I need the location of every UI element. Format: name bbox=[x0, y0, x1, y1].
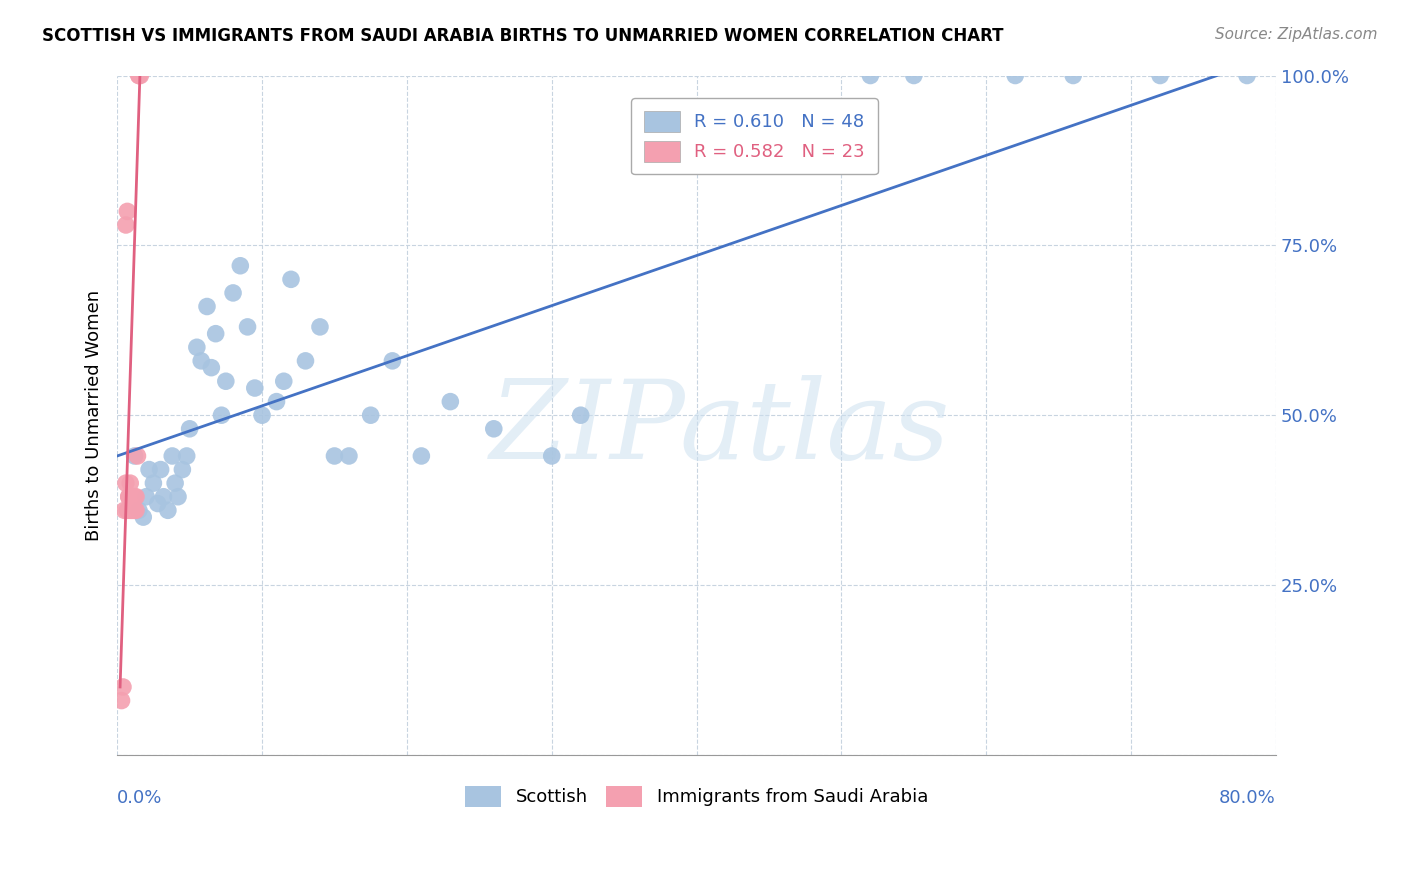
Text: 0.0%: 0.0% bbox=[117, 789, 163, 807]
Point bbox=[146, 496, 169, 510]
Point bbox=[127, 449, 149, 463]
Point bbox=[179, 422, 201, 436]
Point bbox=[124, 490, 146, 504]
Point bbox=[167, 490, 190, 504]
Point bbox=[124, 449, 146, 463]
Point bbox=[128, 69, 150, 83]
Point bbox=[110, 693, 132, 707]
Point bbox=[121, 503, 143, 517]
Point bbox=[280, 272, 302, 286]
Point bbox=[120, 476, 142, 491]
Point bbox=[142, 476, 165, 491]
Point bbox=[229, 259, 252, 273]
Point bbox=[122, 490, 145, 504]
Point bbox=[125, 490, 148, 504]
Point bbox=[125, 503, 148, 517]
Point bbox=[195, 300, 218, 314]
Point bbox=[309, 319, 332, 334]
Point bbox=[186, 340, 208, 354]
Point bbox=[135, 490, 157, 504]
Point bbox=[222, 285, 245, 300]
Point bbox=[1062, 69, 1084, 83]
Point bbox=[250, 408, 273, 422]
Point bbox=[129, 69, 152, 83]
Point bbox=[128, 503, 150, 517]
Point bbox=[165, 476, 187, 491]
Point bbox=[540, 449, 562, 463]
Y-axis label: Births to Unmarried Women: Births to Unmarried Women bbox=[86, 290, 103, 541]
Point bbox=[266, 394, 288, 409]
Point bbox=[294, 354, 316, 368]
Text: 80.0%: 80.0% bbox=[1219, 789, 1277, 807]
Point bbox=[124, 503, 146, 517]
Point bbox=[132, 510, 155, 524]
Point bbox=[176, 449, 198, 463]
Point bbox=[236, 319, 259, 334]
Point bbox=[859, 69, 882, 83]
Point bbox=[381, 354, 404, 368]
Legend: Scottish, Immigrants from Saudi Arabia: Scottish, Immigrants from Saudi Arabia bbox=[458, 779, 935, 814]
Point bbox=[152, 490, 174, 504]
Point bbox=[117, 204, 139, 219]
Point bbox=[122, 503, 145, 517]
Point bbox=[190, 354, 212, 368]
Point bbox=[1149, 69, 1171, 83]
Point bbox=[117, 503, 139, 517]
Text: Source: ZipAtlas.com: Source: ZipAtlas.com bbox=[1215, 27, 1378, 42]
Point bbox=[243, 381, 266, 395]
Point bbox=[160, 449, 183, 463]
Point bbox=[439, 394, 461, 409]
Point bbox=[121, 490, 143, 504]
Point bbox=[1004, 69, 1026, 83]
Point bbox=[337, 449, 360, 463]
Point bbox=[114, 503, 136, 517]
Point bbox=[323, 449, 346, 463]
Point bbox=[118, 490, 141, 504]
Point bbox=[128, 69, 150, 83]
Point bbox=[273, 374, 295, 388]
Point bbox=[1236, 69, 1258, 83]
Point bbox=[115, 218, 138, 232]
Point bbox=[360, 408, 382, 422]
Point bbox=[903, 69, 925, 83]
Point bbox=[156, 503, 179, 517]
Point bbox=[569, 408, 592, 422]
Text: SCOTTISH VS IMMIGRANTS FROM SAUDI ARABIA BIRTHS TO UNMARRIED WOMEN CORRELATION C: SCOTTISH VS IMMIGRANTS FROM SAUDI ARABIA… bbox=[42, 27, 1004, 45]
Point bbox=[118, 490, 141, 504]
Point bbox=[172, 462, 194, 476]
Point bbox=[204, 326, 226, 341]
Point bbox=[115, 476, 138, 491]
Point bbox=[215, 374, 238, 388]
Point bbox=[120, 503, 142, 517]
Point bbox=[200, 360, 222, 375]
Point bbox=[482, 422, 505, 436]
Point bbox=[211, 408, 233, 422]
Point bbox=[138, 462, 160, 476]
Point bbox=[111, 680, 134, 694]
Text: ZIPatlas: ZIPatlas bbox=[489, 375, 950, 483]
Point bbox=[411, 449, 433, 463]
Point bbox=[149, 462, 172, 476]
